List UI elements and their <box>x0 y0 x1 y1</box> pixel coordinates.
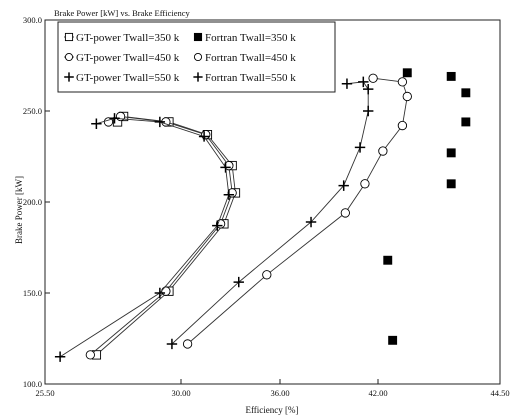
marker-plus <box>154 116 166 128</box>
legend-label: Fortran Twall=450 k <box>205 52 296 64</box>
x-tick-label: 36.00 <box>270 388 289 398</box>
marker-open-square <box>64 32 74 42</box>
legend-items: GT-power Twall=350 k GT-power Twall=450 k… <box>64 32 296 84</box>
marker-plus <box>358 76 369 88</box>
marker-plus <box>363 105 374 117</box>
series-line <box>90 116 233 356</box>
x-axis-label: Efficiency [%] <box>245 405 298 415</box>
marker-plus <box>212 220 223 231</box>
marker-filled-square <box>461 88 471 98</box>
marker-open-circle <box>397 120 408 131</box>
marker-open-circle <box>402 91 412 102</box>
marker-plus <box>223 189 235 200</box>
legend: GT-power Twall=350 k GT-power Twall=450 k… <box>57 21 336 93</box>
marker-open-circle <box>262 270 272 280</box>
marker-plus <box>193 72 203 82</box>
x-tick-label: 44.50 <box>490 388 509 398</box>
series-line <box>187 77 408 345</box>
series <box>166 76 374 350</box>
marker-plus <box>198 131 210 142</box>
marker-plus <box>363 83 374 95</box>
marker-plus <box>305 216 317 228</box>
x-tick-label: 25.50 <box>35 388 54 398</box>
marker-plus <box>64 72 74 82</box>
y-tick-label: 150.0 <box>23 288 42 298</box>
legend-label: GT-power Twall=350 k <box>76 32 180 44</box>
series-line <box>59 117 230 358</box>
y-tick-label: 100.0 <box>23 379 42 389</box>
axis-layer: 25.50 30.00 36.00 42.00 44.50 100.0 150.0 200.0… <box>23 15 510 398</box>
marker-open-circle <box>64 52 74 62</box>
legend-label: Fortran Twall=550 k <box>205 72 296 84</box>
marker-filled-square <box>446 148 456 158</box>
y-axis-label: Brake Power [kW] <box>14 176 24 244</box>
marker-filled-square <box>193 32 203 42</box>
marker-plus <box>109 113 120 124</box>
marker-open-circle <box>340 208 350 218</box>
marker-open-circle <box>397 77 408 87</box>
marker-plus <box>338 180 349 191</box>
marker-open-circle <box>360 179 370 189</box>
y-tick-label: 200.0 <box>23 197 42 207</box>
y-tick-label: 250.0 <box>23 106 42 116</box>
legend-label: Fortran Twall=350 k <box>205 32 296 44</box>
series-layer <box>54 68 471 362</box>
marker-open-circle <box>161 286 171 296</box>
marker-filled-square <box>402 68 412 78</box>
marker-plus <box>354 142 366 153</box>
marker-open-circle <box>182 339 193 349</box>
marker-filled-square <box>461 117 471 127</box>
series-line <box>171 81 369 345</box>
marker-plus <box>233 276 244 288</box>
marker-plus <box>54 351 66 362</box>
marker-open-circle <box>201 130 211 140</box>
marker-plus <box>220 162 231 173</box>
marker-open-circle <box>378 146 388 156</box>
series <box>182 73 412 349</box>
marker-plus <box>341 78 353 89</box>
marker-open-circle <box>85 350 95 360</box>
legend-label: GT-power Twall=550 k <box>76 72 180 84</box>
chart-title: Brake Power [kW] vs. Brake Efficiency <box>54 8 191 18</box>
marker-open-circle <box>368 73 378 83</box>
marker-filled-square <box>388 335 398 345</box>
x-tick-label: 42.00 <box>368 388 387 398</box>
series <box>383 68 471 345</box>
marker-filled-square <box>383 255 393 265</box>
x-tick-label: 30.00 <box>171 388 190 398</box>
marker-filled-square <box>446 71 456 81</box>
marker-filled-square <box>446 179 456 189</box>
series <box>54 113 235 362</box>
marker-plus <box>154 287 166 299</box>
legend-label: GT-power Twall=450 k <box>76 52 180 64</box>
y-tick-label: 300.0 <box>23 15 42 25</box>
marker-open-circle <box>193 52 203 62</box>
marker-plus <box>91 118 102 129</box>
marker-plus <box>166 338 178 350</box>
